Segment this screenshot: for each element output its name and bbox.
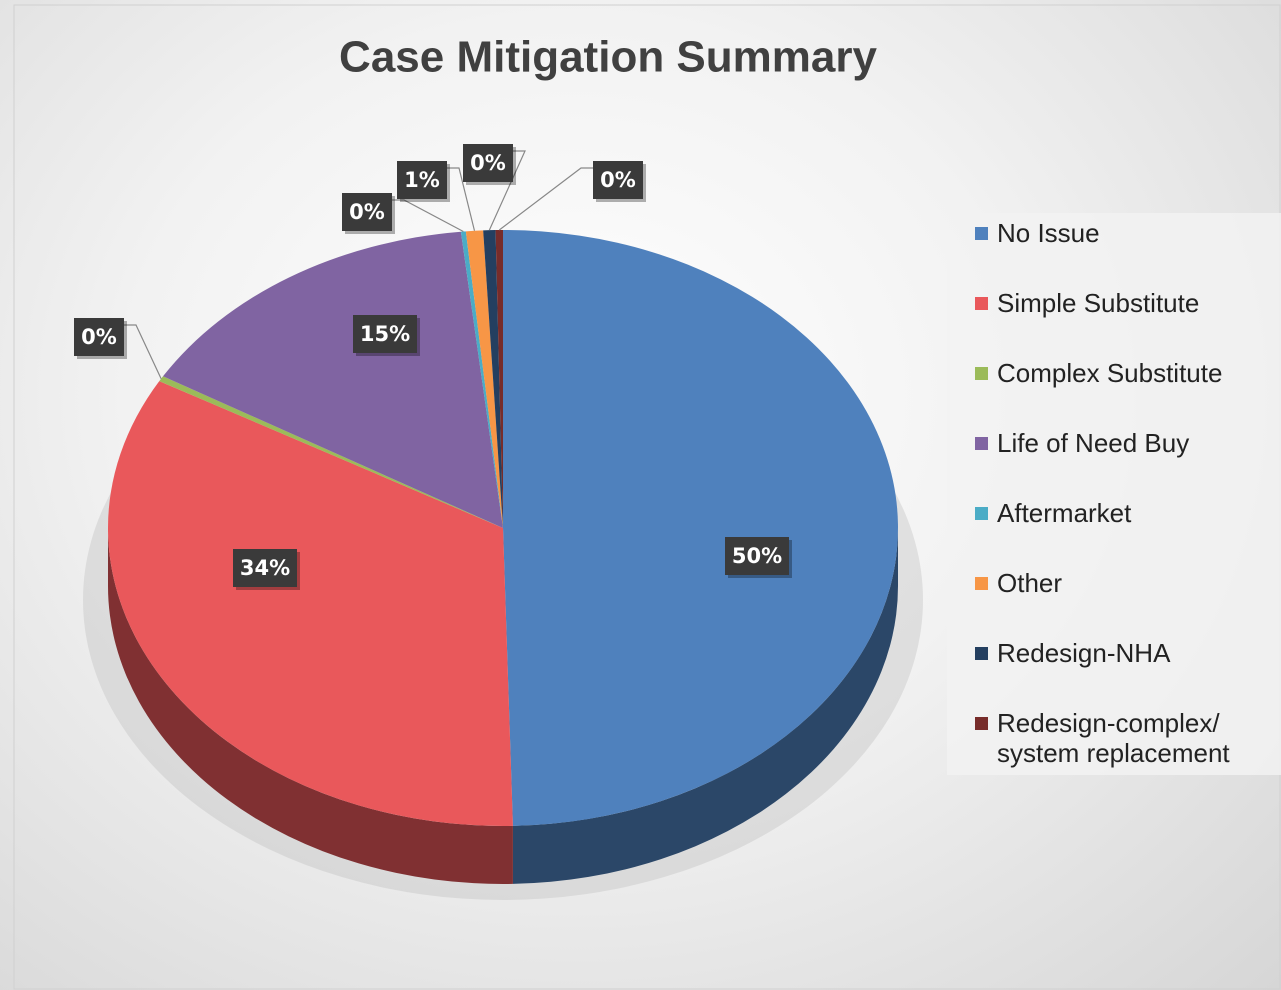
legend-label: Life of Need Buy (997, 428, 1190, 458)
legend-label: No Issue (997, 218, 1100, 248)
legend-swatch (975, 297, 988, 310)
label-box (593, 161, 643, 199)
legend-label: Simple Substitute (997, 288, 1200, 318)
leader-line (498, 167, 593, 231)
legend-label: Complex Substitute (997, 358, 1223, 388)
legend-swatch (975, 227, 988, 240)
leader-line (392, 199, 464, 233)
pie-slice (465, 230, 503, 528)
label-box (353, 315, 417, 353)
legend-item: Life of Need Buy (975, 428, 1255, 458)
leader-line (124, 324, 162, 379)
legend: No Issue Simple Substitute Complex Substit… (947, 213, 1281, 775)
legend-label: Other (997, 568, 1063, 598)
legend-item: No Issue (975, 218, 1255, 248)
pie-slice (495, 230, 503, 528)
pie-slice (503, 230, 898, 826)
legend-item: Redesign-complex/ system replacement (975, 708, 1255, 768)
label-box (74, 318, 124, 356)
pie-slice (159, 376, 504, 528)
pie-slice (483, 230, 503, 529)
pie-slice (163, 231, 503, 528)
data-label: 34% (240, 556, 290, 580)
data-label: 15% (360, 322, 410, 346)
label-box (397, 161, 447, 199)
label-box (463, 144, 513, 182)
legend-item: Complex Substitute (975, 358, 1255, 388)
legend-item: Aftermarket (975, 498, 1255, 528)
label-box (725, 537, 789, 575)
legend-item: Simple Substitute (975, 288, 1255, 318)
legend-label: Redesign-NHA (997, 638, 1171, 668)
legend-swatch (975, 647, 988, 660)
legend-swatch (975, 717, 988, 730)
legend-item: Other (975, 568, 1255, 598)
data-label: 0% (81, 325, 117, 349)
legend-label: Redesign-complex/ system replacement (997, 708, 1230, 768)
label-box (342, 193, 392, 231)
data-label: 0% (600, 168, 636, 192)
data-label: 0% (349, 200, 385, 224)
data-label: 50% (732, 544, 782, 568)
legend-swatch (975, 577, 988, 590)
data-label: 1% (404, 168, 440, 192)
legend-swatch (975, 437, 988, 450)
chart-title: Case Mitigation Summary (339, 33, 877, 82)
pie-side (512, 528, 898, 884)
legend-item: Redesign-NHA (975, 638, 1255, 668)
leader-line (488, 150, 526, 231)
legend-swatch (975, 507, 988, 520)
pie-slice (108, 381, 513, 826)
pie-slice (460, 231, 503, 528)
leader-line (447, 167, 476, 231)
pie-side (108, 528, 513, 884)
data-label: 0% (470, 151, 506, 175)
legend-label: Aftermarket (997, 498, 1132, 528)
label-box (233, 549, 297, 587)
legend-swatch (975, 367, 988, 380)
